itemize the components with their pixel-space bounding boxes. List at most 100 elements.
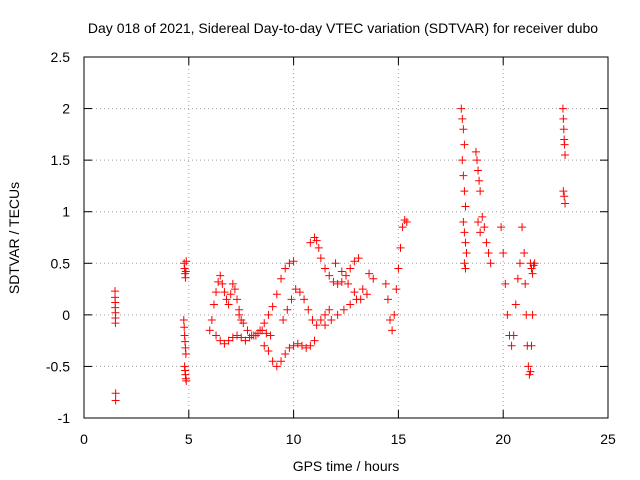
y-tick-label: 1 [62,204,70,220]
data-point-plus [283,305,292,314]
data-point-plus [480,223,489,232]
y-tick-label: 1.5 [51,152,71,168]
series-arc-11 [518,223,537,379]
data-point-plus [474,166,483,175]
data-point-plus [214,277,223,286]
data-point-plus [461,238,470,247]
x-tick-labels: 0 5 10 15 20 25 [80,431,616,447]
data-point-plus [528,310,537,319]
data-point-plus [329,277,338,286]
data-point-plus [459,171,468,180]
data-point-plus [268,357,277,366]
data-point-plus [325,305,334,314]
data-point-plus [243,326,252,335]
data-point-plus [182,376,191,385]
data-point-plus [228,333,237,342]
series-sat-e-22.9h [558,104,570,208]
data-point-plus [312,236,321,245]
data-point-plus [460,140,469,149]
data-point-plus [386,316,395,325]
data-point-plus [256,326,265,335]
data-point-plus [486,259,495,268]
x-tick-label: 20 [495,431,511,447]
data-point-plus [111,396,120,405]
data-point-plus [497,223,506,232]
data-point-plus [230,285,239,294]
data-point-plus [285,343,294,352]
data-point-plus [233,331,242,340]
data-point-plus [460,228,469,237]
data-point-plus [471,147,480,156]
data-point-plus [289,341,298,350]
data-point-plus [314,243,323,252]
data-point-plus [224,336,233,345]
x-tick-label: 5 [185,431,193,447]
data-point-plus [241,336,250,345]
data-point-plus [331,259,340,268]
data-point-plus [293,339,302,348]
data-point-plus [396,243,405,252]
data-point-plus [358,285,367,294]
series-arc-3 [235,257,298,340]
data-point-plus [306,238,315,247]
series-arc-1 [205,271,246,335]
data-point-plus [561,150,570,159]
data-point-plus [473,156,481,165]
series-arc-6 [306,233,363,288]
data-point-plus [346,264,355,273]
data-point-plus [474,218,483,227]
data-point-plus [180,323,189,332]
data-point-plus [511,300,520,309]
data-point-plus [559,187,568,196]
data-point-plus [383,295,392,304]
data-point-plus [458,114,467,123]
data-point-plus [316,254,325,263]
data-point-plus [482,238,491,247]
data-point-plus [350,288,359,297]
data-point-plus [458,156,467,165]
data-point-plus [507,341,516,350]
data-point-plus [310,336,319,345]
y-tick-label: -0.5 [46,358,70,374]
data-point-plus [402,218,411,227]
series-arc-12 [526,259,539,278]
data-point-plus [400,215,409,224]
data-point-plus [312,321,321,330]
data-point-plus [279,316,288,325]
data-point-plus [260,319,269,328]
data-point-plus [476,187,485,196]
data-point-plus [528,269,537,278]
y-tick-label: 0 [62,307,70,323]
data-point-plus [518,223,527,232]
data-point-plus [560,140,569,149]
data-point-plus [369,274,378,283]
data-point-plus [515,259,524,268]
data-point-plus [224,300,233,309]
data-point-plus [308,316,317,325]
data-point-plus [272,290,281,299]
series-arc-10 [497,223,524,350]
x-tick-label: 25 [600,431,616,447]
data-point-plus [559,125,568,134]
data-point-plus [111,319,120,328]
data-point-plus [281,264,290,273]
data-point-plus [333,279,342,288]
data-point-plus [354,254,363,263]
data-point-plus [207,316,216,325]
data-point-plus [304,305,313,314]
data-point-plus [111,389,120,398]
series-arc-8 [331,259,378,304]
data-point-plus [459,218,468,227]
data-point-plus [306,341,315,350]
data-point-plus [524,362,533,371]
y-tick-label: 2 [62,101,70,117]
data-point-plus [295,288,304,297]
data-point-plus [222,295,231,304]
data-point-plus [233,295,242,304]
data-point-plus [520,248,529,257]
data-point-plus [356,295,365,304]
data-point-plus [182,257,191,266]
data-point-plus [461,264,470,273]
x-tick-label: 15 [391,431,407,447]
data-point-plus [503,310,512,319]
